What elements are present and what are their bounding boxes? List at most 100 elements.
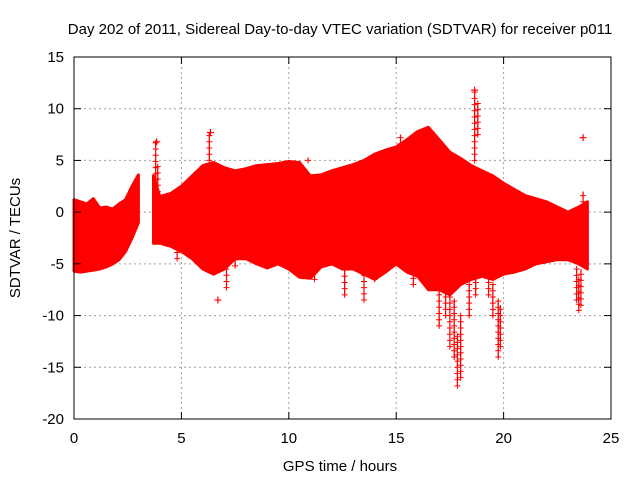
data-point	[577, 302, 584, 309]
data-point	[154, 176, 161, 183]
data-point	[454, 358, 461, 365]
data-point	[436, 304, 443, 311]
data-point	[451, 341, 458, 348]
data-point	[436, 322, 443, 329]
data-point	[341, 285, 348, 292]
data-point	[466, 281, 473, 288]
data-point	[152, 158, 159, 165]
x-tick-label: 15	[388, 430, 405, 447]
data-point	[466, 293, 473, 300]
data-point	[489, 312, 496, 319]
data-point	[457, 331, 464, 338]
data-point	[471, 145, 478, 152]
data-point	[446, 343, 453, 350]
data-point	[436, 285, 443, 292]
x-tick-label: 5	[177, 430, 185, 447]
data-point	[189, 190, 196, 197]
data-point	[454, 345, 461, 352]
data-point	[497, 318, 504, 325]
data-point	[360, 290, 367, 297]
data-point	[436, 310, 443, 317]
data-point	[152, 139, 159, 146]
data-point	[446, 312, 453, 319]
data-point	[154, 188, 161, 195]
data-point	[341, 267, 348, 274]
data-point	[457, 337, 464, 344]
data-point	[497, 324, 504, 331]
x-axis-label: GPS time / hours	[283, 458, 397, 475]
data-point	[410, 269, 417, 276]
chart-title: Day 202 of 2011, Sidereal Day-to-day VTE…	[68, 21, 612, 38]
data-point	[451, 316, 458, 323]
data-point	[497, 343, 504, 350]
data-point	[418, 264, 425, 271]
data-point	[442, 287, 449, 294]
data-point	[457, 362, 464, 369]
outlier-point	[153, 138, 161, 146]
data-point	[454, 364, 461, 371]
data-point	[474, 100, 481, 107]
data-point	[206, 145, 213, 152]
data-point	[189, 184, 196, 191]
data-point	[454, 376, 461, 383]
data-point	[485, 285, 492, 292]
data-point	[446, 293, 453, 300]
data-point	[397, 147, 404, 154]
data-point	[472, 267, 479, 274]
data-point	[577, 277, 584, 284]
data-point	[454, 339, 461, 346]
data-point	[189, 233, 196, 240]
data-point	[174, 249, 181, 256]
data-point	[474, 119, 481, 126]
y-tick-label: -10	[42, 308, 64, 325]
data-point	[154, 182, 161, 189]
y-tick-label: 5	[56, 152, 64, 169]
data-point	[457, 368, 464, 375]
data-band	[72, 173, 140, 274]
data-point	[451, 335, 458, 342]
data-point	[206, 138, 213, 145]
data-point	[341, 291, 348, 298]
data-point	[471, 113, 478, 120]
data-point	[485, 279, 492, 286]
data-point	[341, 273, 348, 280]
data-point	[223, 284, 230, 291]
data-point	[471, 120, 478, 127]
data-point	[457, 356, 464, 363]
data-point	[580, 192, 587, 199]
y-axis-label: SDTVAR / TECUs	[7, 178, 24, 298]
y-tick-label: -5	[51, 256, 64, 273]
data-point	[174, 243, 181, 250]
data-point	[471, 101, 478, 108]
y-tick-label: -20	[42, 411, 64, 428]
x-tick-label: 20	[495, 430, 512, 447]
data-point	[471, 126, 478, 133]
data-point	[446, 331, 453, 338]
ticks: 0 5 10 15 20 25 -20 -15 -10 -5 0 5 10 15	[42, 49, 619, 447]
data-point	[451, 304, 458, 311]
data-point	[457, 343, 464, 350]
data-point	[397, 134, 404, 141]
data-point	[474, 112, 481, 119]
data-point	[418, 271, 425, 278]
data-point	[573, 266, 580, 273]
data-band	[152, 125, 589, 297]
data-point	[223, 278, 230, 285]
data-point	[451, 329, 458, 336]
data-point	[474, 125, 481, 132]
y-tick-label: 10	[47, 101, 64, 118]
data-point	[423, 136, 430, 143]
data-point	[436, 298, 443, 305]
data-point	[360, 272, 367, 279]
data-point	[232, 256, 239, 263]
data-point	[223, 272, 230, 279]
data-point	[436, 316, 443, 323]
data-point	[232, 250, 239, 257]
y-tick-label: 0	[56, 204, 64, 221]
data-point	[454, 333, 461, 340]
data-point	[446, 324, 453, 331]
data-point	[471, 138, 478, 145]
outlier-point	[471, 86, 479, 94]
x-tick-label: 10	[280, 430, 297, 447]
